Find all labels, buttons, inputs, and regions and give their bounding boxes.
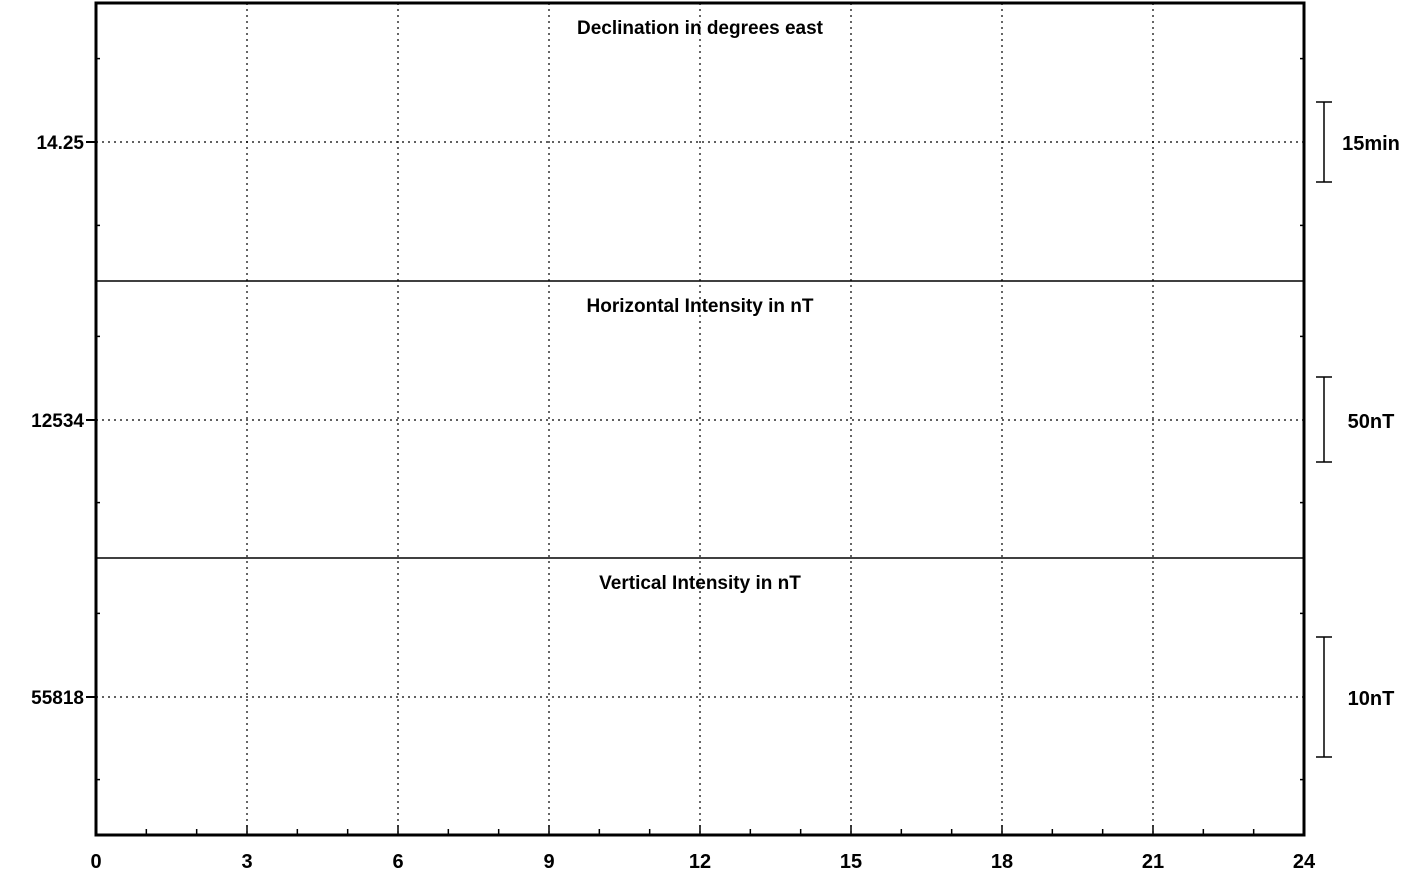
- panel-title: Vertical Intensity in nT: [599, 573, 801, 594]
- x-tick-label: 9: [543, 851, 554, 873]
- x-tick-label: 6: [392, 851, 403, 873]
- x-tick-label: 12: [689, 851, 711, 873]
- panel-title: Declination in degrees east: [577, 18, 824, 39]
- x-tick-label: 21: [1142, 851, 1164, 873]
- x-tick-label: 18: [991, 851, 1013, 873]
- baseline-label: 12534: [31, 411, 84, 432]
- x-tick-label: 15: [840, 851, 862, 873]
- x-tick-label: 0: [90, 851, 101, 873]
- x-tick-label: 3: [241, 851, 252, 873]
- x-tick-label: 24: [1293, 851, 1316, 873]
- scale-label: 50nT: [1348, 411, 1395, 433]
- scale-label: 10nT: [1348, 688, 1395, 710]
- panel-title: Horizontal Intensity in nT: [587, 296, 814, 317]
- baseline-label: 55818: [31, 688, 84, 709]
- baseline-label: 14.25: [36, 133, 84, 154]
- grid-layer: [96, 3, 1304, 835]
- scale-label: 15min: [1342, 133, 1400, 155]
- frame-layer: [86, 1, 1332, 837]
